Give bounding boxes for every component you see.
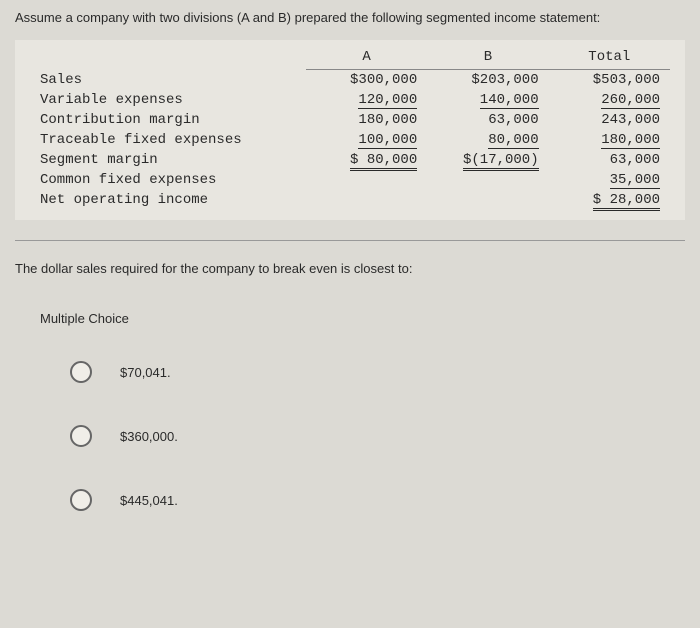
question-text: The dollar sales required for the compan… bbox=[15, 261, 685, 276]
row-val-b bbox=[427, 190, 548, 210]
row-val-total: 63,000 bbox=[549, 150, 670, 170]
option-text: $70,041. bbox=[120, 365, 171, 380]
row-val-total: 180,000 bbox=[549, 130, 670, 150]
row-val-a bbox=[306, 190, 427, 210]
multiple-choice-label: Multiple Choice bbox=[40, 311, 685, 326]
row-val-a bbox=[306, 170, 427, 190]
row-val-b: 80,000 bbox=[427, 130, 548, 150]
income-table: A B Total Sales $300,000 $203,000 $503,0… bbox=[30, 45, 670, 210]
row-label: Segment margin bbox=[30, 150, 306, 170]
row-val-a: 120,000 bbox=[306, 90, 427, 110]
row-label: Net operating income bbox=[30, 190, 306, 210]
table-row: Common fixed expenses 35,000 bbox=[30, 170, 670, 190]
row-val-b: $(17,000) bbox=[427, 150, 548, 170]
header-total: Total bbox=[549, 45, 670, 70]
header-a: A bbox=[306, 45, 427, 70]
intro-text: Assume a company with two divisions (A a… bbox=[15, 10, 685, 25]
row-label: Variable expenses bbox=[30, 90, 306, 110]
option-text: $360,000. bbox=[120, 429, 178, 444]
table-row: Sales $300,000 $203,000 $503,000 bbox=[30, 70, 670, 91]
option-text: $445,041. bbox=[120, 493, 178, 508]
table-row: Variable expenses 120,000 140,000 260,00… bbox=[30, 90, 670, 110]
row-val-a: $300,000 bbox=[306, 70, 427, 91]
row-val-a: $ 80,000 bbox=[306, 150, 427, 170]
radio-icon[interactable] bbox=[70, 425, 92, 447]
table-row: Segment margin $ 80,000 $(17,000) 63,000 bbox=[30, 150, 670, 170]
row-val-b bbox=[427, 170, 548, 190]
row-val-b: $203,000 bbox=[427, 70, 548, 91]
radio-icon[interactable] bbox=[70, 489, 92, 511]
row-label: Traceable fixed expenses bbox=[30, 130, 306, 150]
table-row: Traceable fixed expenses 100,000 80,000 … bbox=[30, 130, 670, 150]
table-row: Net operating income $ 28,000 bbox=[30, 190, 670, 210]
header-blank bbox=[30, 45, 306, 70]
row-label: Contribution margin bbox=[30, 110, 306, 130]
row-label: Common fixed expenses bbox=[30, 170, 306, 190]
income-statement-table: A B Total Sales $300,000 $203,000 $503,0… bbox=[15, 40, 685, 220]
option-1[interactable]: $70,041. bbox=[70, 361, 685, 383]
row-val-total: 243,000 bbox=[549, 110, 670, 130]
header-b: B bbox=[427, 45, 548, 70]
row-val-total: 260,000 bbox=[549, 90, 670, 110]
row-val-total: 35,000 bbox=[549, 170, 670, 190]
divider bbox=[15, 240, 685, 241]
radio-icon[interactable] bbox=[70, 361, 92, 383]
row-val-total: $503,000 bbox=[549, 70, 670, 91]
option-2[interactable]: $360,000. bbox=[70, 425, 685, 447]
table-row: Contribution margin 180,000 63,000 243,0… bbox=[30, 110, 670, 130]
row-val-total: $ 28,000 bbox=[549, 190, 670, 210]
row-label: Sales bbox=[30, 70, 306, 91]
row-val-a: 180,000 bbox=[306, 110, 427, 130]
option-3[interactable]: $445,041. bbox=[70, 489, 685, 511]
row-val-a: 100,000 bbox=[306, 130, 427, 150]
row-val-b: 140,000 bbox=[427, 90, 548, 110]
row-val-b: 63,000 bbox=[427, 110, 548, 130]
